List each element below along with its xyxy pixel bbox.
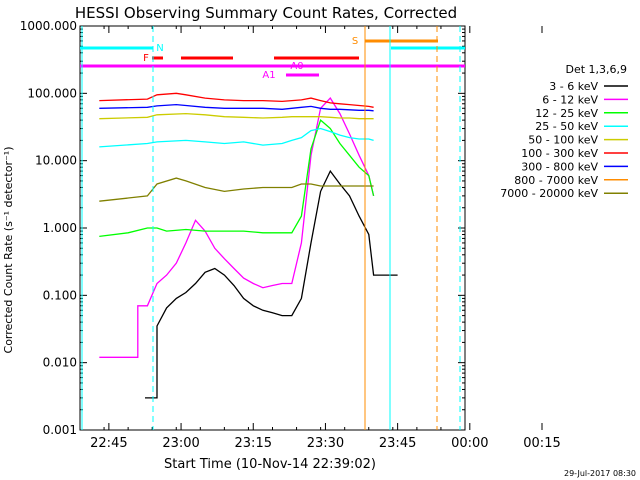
y-tick-label: 100.000 xyxy=(27,86,77,100)
legend-label: 100 - 300 keV xyxy=(521,147,598,160)
legend-label: 3 - 6 keV xyxy=(549,80,598,93)
flag-label-N: N xyxy=(156,43,163,54)
overlay-layer: NF S A1 A0 xyxy=(80,26,465,430)
x-tick-label: 23:15 xyxy=(235,436,272,451)
series-line-6 xyxy=(99,103,374,112)
legend-label: 12 - 25 keV xyxy=(535,107,598,120)
series-line-1 xyxy=(99,97,375,358)
x-tick-label: 23:00 xyxy=(162,436,199,451)
series-line-4 xyxy=(99,112,374,120)
legend-title: Det 1,3,6,9 xyxy=(565,63,627,76)
series-line-0 xyxy=(145,169,398,399)
series-line-8 xyxy=(99,177,374,202)
x-tick-label: 00:00 xyxy=(451,436,488,451)
legend-label: 7000 - 20000 keV xyxy=(500,187,598,200)
x-axis-label: Start Time (10-Nov-14 22:39:02) xyxy=(164,457,376,472)
footer-timestamp: 29-Jul-2017 08:30 xyxy=(564,469,636,478)
series-line-3 xyxy=(99,127,374,148)
x-tick-label: 22:45 xyxy=(90,436,127,451)
y-tick-labels: 1000.000 100.000 10.000 1.000 0.100 0.010 0.00… xyxy=(20,19,77,437)
y-tick-label: 1.000 xyxy=(43,221,77,235)
legend-label: 300 - 800 keV xyxy=(521,160,598,173)
x-tick-label: 23:45 xyxy=(379,436,416,451)
y-tick-label: 0.010 xyxy=(43,356,77,370)
flag-label-F: F xyxy=(143,53,149,64)
legend-label: 50 - 100 keV xyxy=(528,134,598,147)
legend-label: 6 - 12 keV xyxy=(542,93,598,106)
flag-label-A1: A1 xyxy=(262,70,275,81)
plot-border xyxy=(79,25,466,431)
y-axis-label: Corrected Count Rate (s⁻¹ detector⁻¹) xyxy=(2,147,15,354)
x-tick-label: 00:15 xyxy=(523,436,560,451)
series-line-5 xyxy=(99,92,374,108)
x-tick-labels: 22:45 23:00 23:15 23:30 23:45 00:00 00:15 xyxy=(90,436,561,451)
x-tick-label: 23:30 xyxy=(307,436,344,451)
y-tick-label: 0.100 xyxy=(43,288,77,302)
chart-title: HESSI Observing Summary Count Rates, Cor… xyxy=(75,4,457,22)
series-line-2 xyxy=(99,118,375,238)
y-tick-label: 1000.000 xyxy=(20,19,77,33)
flag-label-A0: A0 xyxy=(290,61,303,72)
legend-label: 800 - 7000 keV xyxy=(514,174,598,187)
plot-frame xyxy=(79,25,543,431)
y-tick-label: 10.000 xyxy=(35,154,77,168)
legend-label: 25 - 50 keV xyxy=(535,120,598,133)
y-tick-label: 0.001 xyxy=(43,423,77,437)
series-layer xyxy=(99,92,398,399)
flag-label-S: S xyxy=(352,36,358,47)
